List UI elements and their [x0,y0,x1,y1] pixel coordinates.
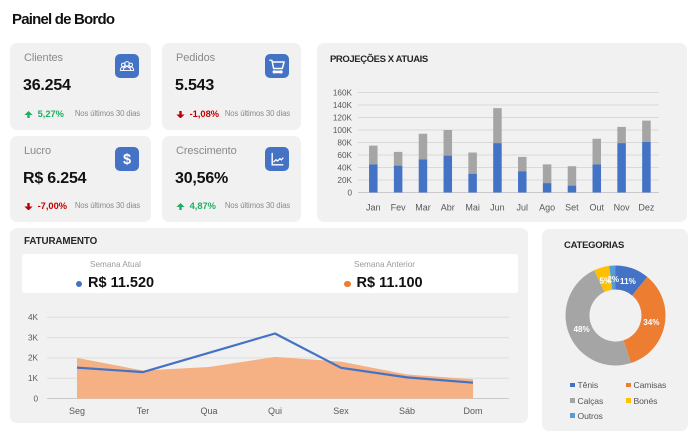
svg-text:5%: 5% [599,276,611,285]
svg-text:0: 0 [33,394,38,403]
svg-text:Jan: Jan [366,203,381,213]
svg-text:120K: 120K [333,113,353,122]
svg-text:Dom: Dom [463,406,482,416]
svg-text:Sex: Sex [333,406,349,416]
svg-text:60K: 60K [337,151,352,160]
svg-text:Mai: Mai [465,203,480,213]
svg-text:20K: 20K [337,176,352,185]
svg-text:140K: 140K [333,101,353,110]
svg-text:1K: 1K [28,374,39,383]
svg-text:3K: 3K [28,333,39,342]
svg-text:Seg: Seg [69,406,85,416]
svg-text:Ter: Ter [137,406,150,416]
svg-text:Set: Set [565,203,579,213]
svg-text:160K: 160K [333,88,353,97]
svg-text:11%: 11% [620,277,636,286]
svg-text:80K: 80K [337,138,352,147]
svg-text:Sáb: Sáb [399,406,415,416]
svg-text:Fev: Fev [391,203,407,213]
svg-text:48%: 48% [573,325,589,334]
svg-text:Qui: Qui [268,406,282,416]
svg-text:Jul: Jul [517,203,529,213]
svg-text:Dez: Dez [638,203,655,213]
svg-text:Qua: Qua [200,406,217,416]
svg-text:40K: 40K [337,163,352,172]
svg-text:Jun: Jun [490,203,505,213]
svg-text:$: $ [123,152,131,168]
svg-text:Ago: Ago [539,203,555,213]
svg-text:Abr: Abr [441,203,455,213]
svg-text:4K: 4K [28,313,39,322]
svg-text:2%: 2% [607,275,619,284]
svg-text:Nov: Nov [614,203,631,213]
svg-text:34%: 34% [643,318,659,327]
svg-text:100K: 100K [333,126,353,135]
svg-text:2K: 2K [28,354,39,363]
svg-text:Out: Out [590,203,605,213]
svg-text:0: 0 [347,188,352,197]
svg-text:Mar: Mar [415,203,431,213]
